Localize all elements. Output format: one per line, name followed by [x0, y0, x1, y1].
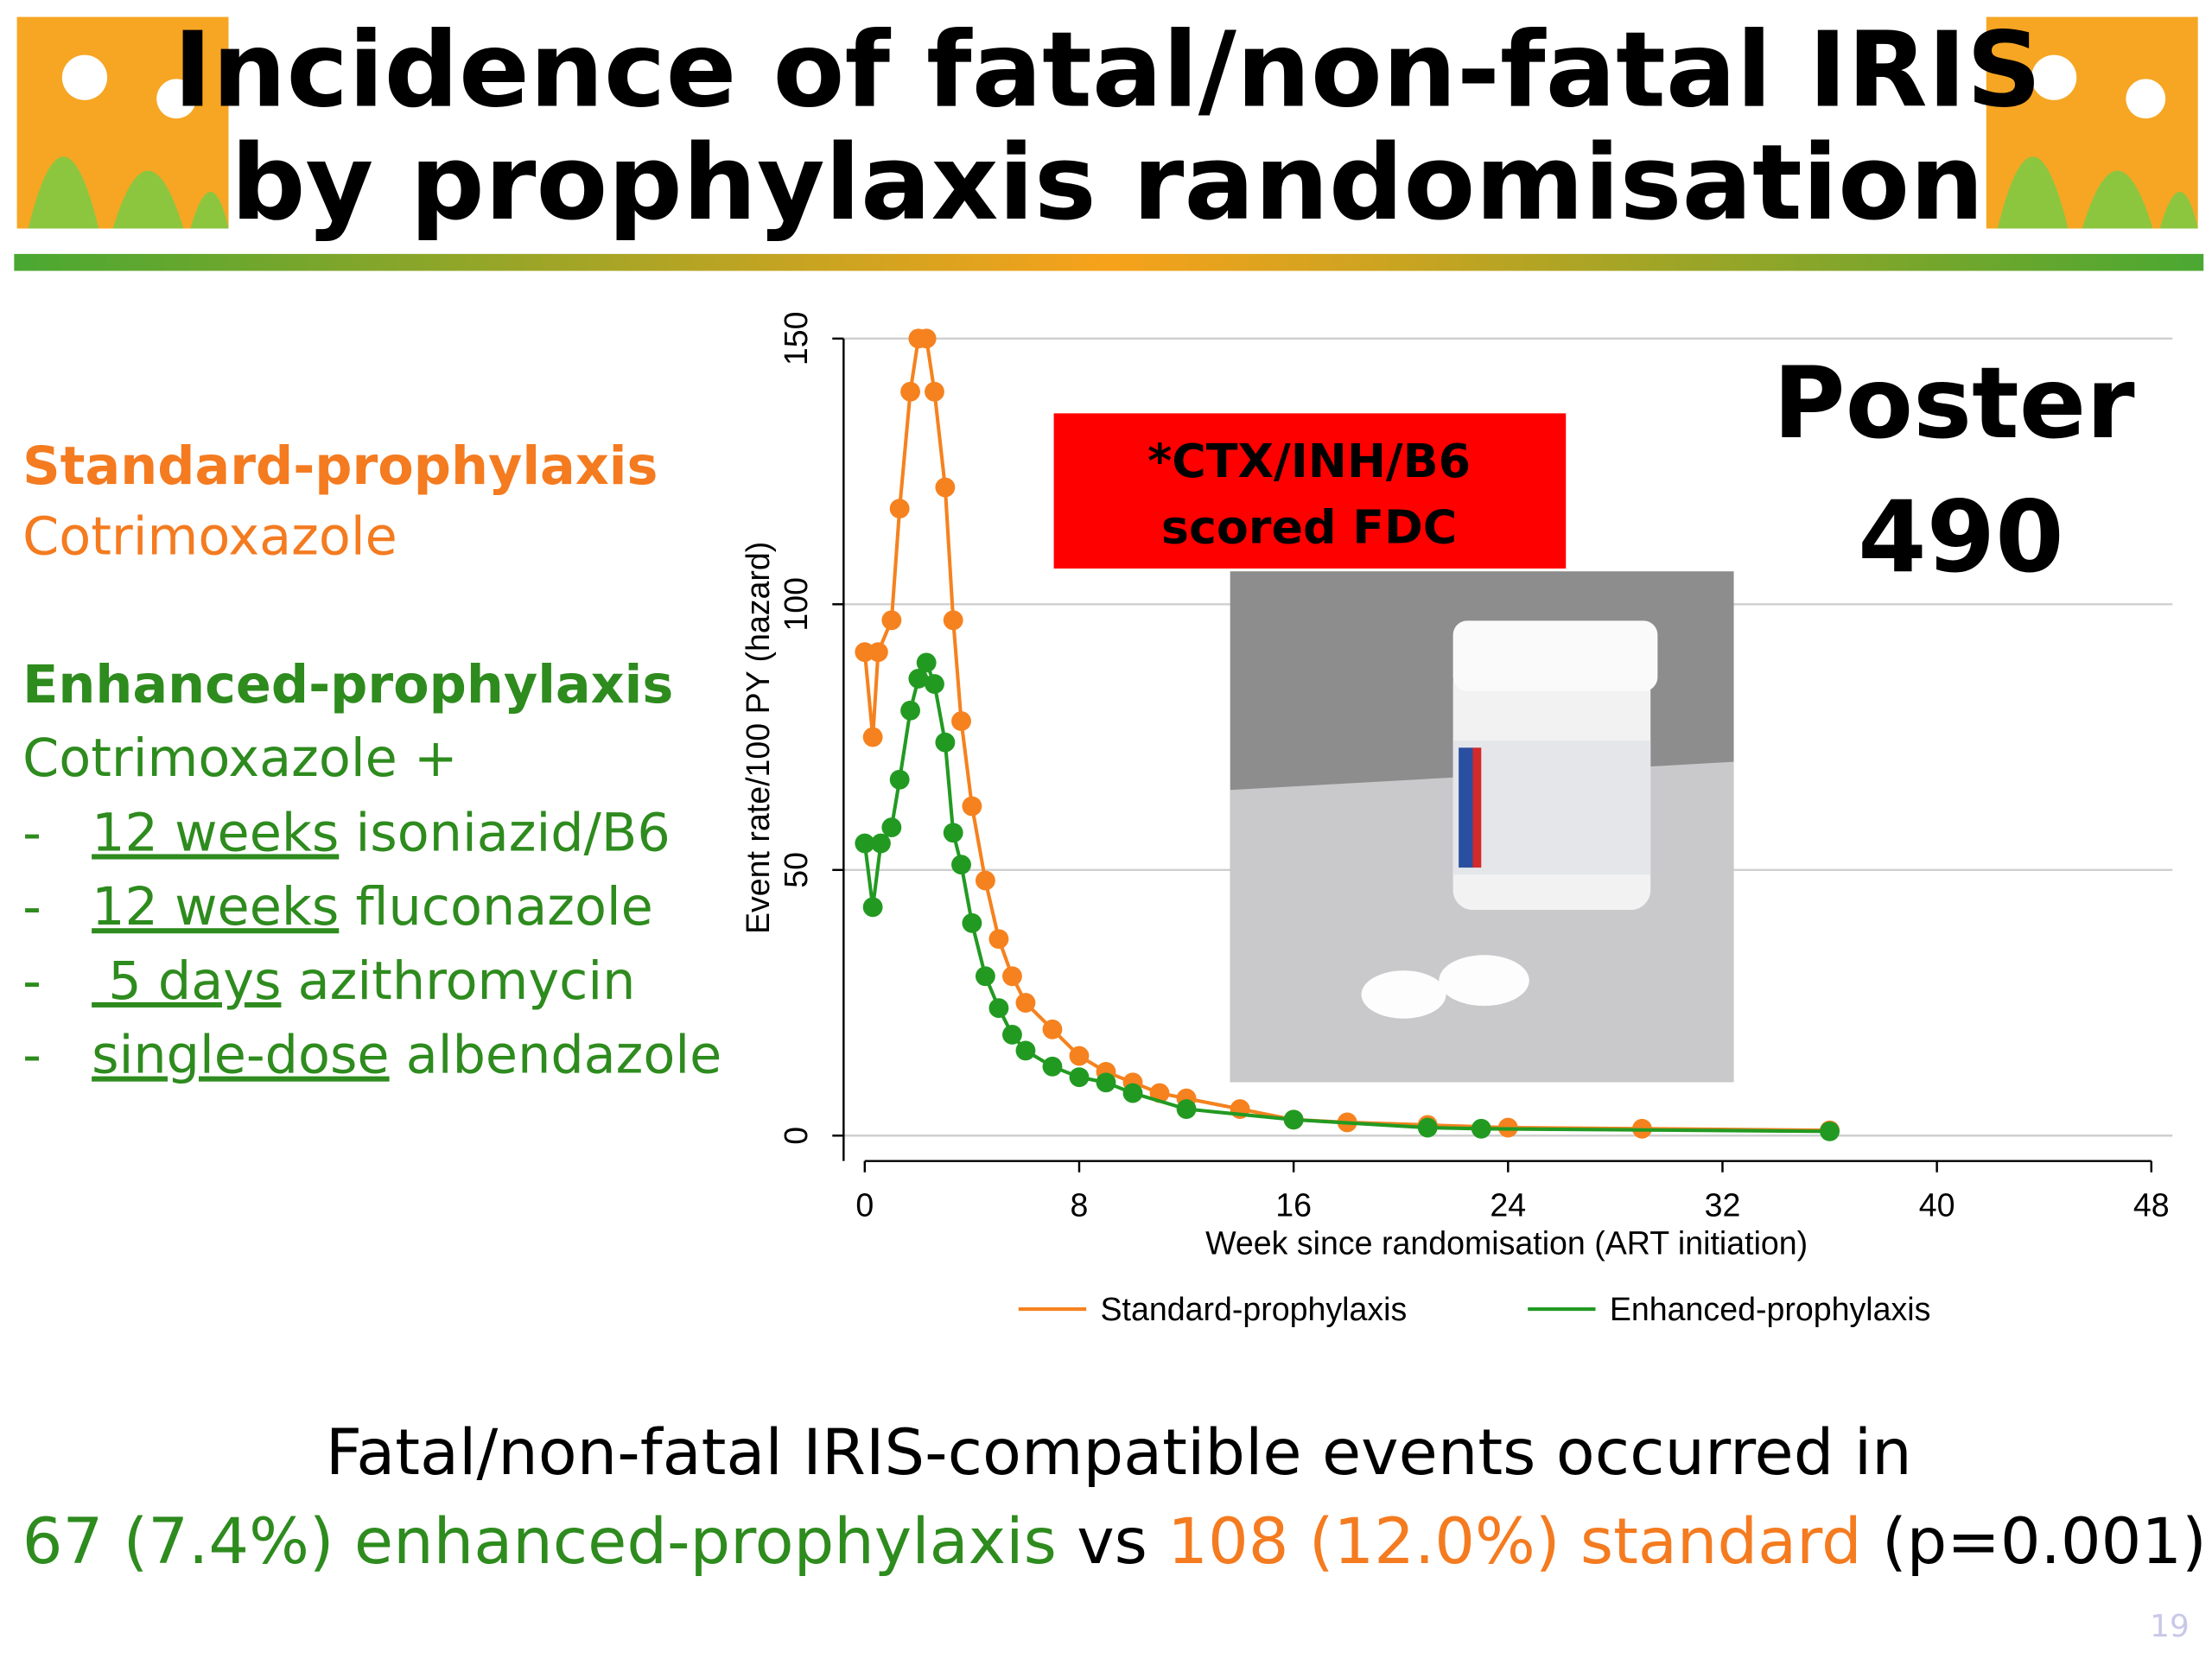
- data-point: [916, 328, 937, 349]
- underlined-text: 12 weeks: [92, 803, 339, 863]
- drug: Cotrimoxazole: [22, 507, 397, 568]
- data-point: [862, 727, 883, 747]
- footer-text: 67 (7.4%) enhanced-prophylaxis vs 108 (1…: [22, 1505, 2207, 1579]
- data-point: [951, 711, 971, 732]
- drug: Cotrimoxazole +: [22, 728, 457, 789]
- data-point: [988, 998, 1009, 1019]
- data-point: [900, 700, 920, 721]
- data-point: [943, 610, 963, 631]
- list-item: single-dose albendazole: [92, 1026, 721, 1086]
- heading: Standard-prophylaxis: [22, 436, 658, 497]
- data-point: [889, 499, 910, 519]
- photo: [1230, 571, 1734, 1083]
- bullet: -: [22, 1026, 41, 1086]
- footer-segment: (p=0.001): [1862, 1505, 2207, 1579]
- header-bar: [14, 253, 2204, 271]
- item-text: albendazole: [390, 1026, 722, 1086]
- item-text: fluconazole: [339, 877, 653, 938]
- data-point: [1176, 1099, 1197, 1119]
- y-tick-label: 50: [778, 852, 814, 888]
- x-tick-label: 40: [1919, 1186, 1955, 1223]
- data-point: [943, 823, 963, 843]
- data-point: [916, 652, 937, 673]
- underlined-text: 12 weeks: [92, 877, 339, 938]
- data-point: [1002, 1025, 1022, 1045]
- heading: Enhanced-prophylaxis: [22, 655, 673, 715]
- footer-segment: 108 (12.0%) standard: [1167, 1505, 1861, 1579]
- list-item: 5 days azithromycin: [92, 951, 635, 1012]
- x-tick-label: 48: [2133, 1186, 2170, 1223]
- data-point: [1015, 993, 1036, 1013]
- data-point: [1122, 1083, 1143, 1103]
- bullet: -: [22, 951, 41, 1012]
- x-tick-label: 24: [1490, 1186, 1526, 1223]
- x-tick-label: 8: [1071, 1186, 1089, 1223]
- item-text: isoniazid/B6: [339, 803, 670, 863]
- legend-label: Standard-prophylaxis: [1100, 1291, 1407, 1327]
- data-point: [900, 381, 920, 402]
- data-point: [975, 870, 995, 891]
- x-axis-label: Week since randomisation (ART initiation…: [1205, 1224, 1808, 1261]
- data-point: [908, 668, 929, 689]
- data-point: [1015, 1040, 1036, 1061]
- y-tick-label: 0: [778, 1127, 814, 1145]
- data-point: [962, 796, 982, 817]
- data-point: [889, 769, 910, 790]
- footer-segment: 67 (7.4%) enhanced-prophylaxis: [22, 1505, 1057, 1579]
- data-point: [1820, 1121, 1840, 1141]
- y-tick-label: 100: [778, 577, 814, 632]
- data-point: [1002, 966, 1022, 987]
- data-point: [962, 912, 982, 933]
- data-point: [951, 855, 971, 875]
- red-box: [1053, 413, 1567, 569]
- x-tick-label: 0: [855, 1186, 874, 1223]
- footer-segment: vs: [1057, 1505, 1167, 1579]
- data-point: [935, 732, 956, 753]
- data-point: [1096, 1072, 1116, 1093]
- list-item: 12 weeks fluconazole: [92, 877, 653, 938]
- data-point: [881, 610, 902, 631]
- data-point: [1283, 1109, 1304, 1130]
- data-point: [935, 477, 956, 498]
- data-point: [925, 381, 944, 402]
- y-axis-label: Event rate/100 PY (hazard): [740, 542, 776, 934]
- y-tick-label: 150: [778, 312, 814, 366]
- underlined-text: 5 days: [92, 951, 281, 1012]
- poster-text: 490: [1858, 480, 2064, 594]
- bullet: -: [22, 877, 41, 938]
- data-point: [1042, 1056, 1063, 1077]
- red-box-text: *CTX/INH/B6: [1147, 434, 1471, 488]
- page-number: 19: [2150, 1609, 2190, 1644]
- data-point: [925, 674, 944, 694]
- data-point: [1069, 1067, 1090, 1088]
- logo-left: [16, 16, 229, 229]
- data-point: [988, 929, 1009, 950]
- data-point: [1042, 1019, 1063, 1039]
- red-box-text: scored FDC: [1161, 500, 1457, 555]
- poster-text: Poster: [1773, 346, 2135, 461]
- list-item: 12 weeks isoniazid/B6: [92, 803, 671, 863]
- title: Incidence of fatal/non-fatal IRIS: [174, 10, 2042, 130]
- logo-right: [1986, 16, 2198, 229]
- left-panel: Standard-prophylaxis Cotrimoxazole Enhan…: [22, 436, 721, 1086]
- data-point: [871, 833, 891, 854]
- data-point: [868, 642, 888, 663]
- x-tick-label: 32: [1705, 1186, 1741, 1223]
- data-point: [855, 833, 875, 854]
- underlined-text: single-dose: [92, 1026, 389, 1086]
- title: by prophylaxis randomisation: [231, 123, 1984, 244]
- legend-label: Enhanced-prophylaxis: [1610, 1291, 1931, 1327]
- x-tick-label: 16: [1275, 1186, 1312, 1223]
- data-point: [1417, 1117, 1438, 1138]
- data-point: [881, 817, 902, 838]
- bullet: -: [22, 803, 41, 863]
- data-point: [975, 966, 995, 987]
- data-point: [1471, 1118, 1491, 1139]
- footer-text: Fatal/non-fatal IRIS-compatible events o…: [326, 1416, 1912, 1490]
- data-point: [1069, 1046, 1090, 1066]
- data-point: [862, 897, 883, 918]
- item-text: azithromycin: [281, 951, 635, 1012]
